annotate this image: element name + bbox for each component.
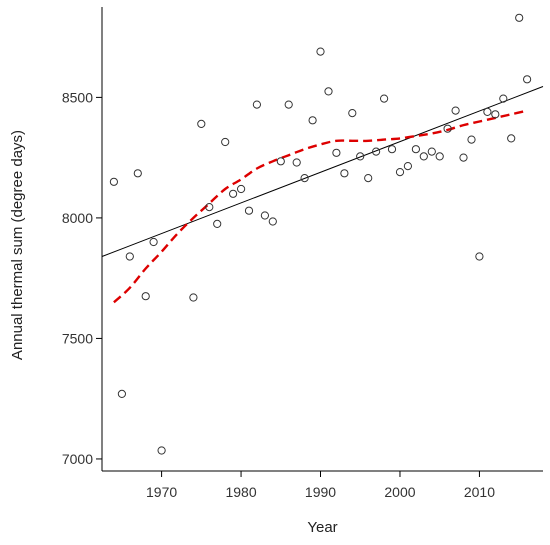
y-axis-title: Annual thermal sum (degree days): [9, 130, 26, 360]
x-axis-title: Year: [307, 519, 337, 536]
data-point: [419, 152, 428, 161]
data-point: [117, 389, 127, 398]
data-point: [244, 206, 254, 215]
smooth-trend-layer: [113, 109, 528, 304]
x-tick-label: 2010: [464, 484, 495, 500]
data-point: [189, 293, 198, 302]
data-point: [260, 211, 269, 220]
data-point: [451, 106, 460, 115]
data-point: [467, 135, 476, 144]
data-point: [316, 47, 325, 56]
data-point: [411, 145, 420, 154]
data-point: [276, 157, 285, 166]
data-point: [252, 100, 261, 109]
data-point: [149, 237, 158, 247]
linear-trend-line: [101, 86, 544, 257]
data-point: [268, 217, 277, 226]
data-points-layer: [109, 13, 532, 455]
x-tick-label: 2000: [384, 484, 415, 500]
axes: 7000 7500 8000 8500 1970 1980 1990 2000 2010: [62, 7, 543, 500]
data-point: [475, 252, 484, 261]
data-point: [332, 148, 341, 157]
data-point: [221, 137, 230, 147]
data-point: [340, 169, 349, 178]
data-point: [395, 168, 405, 177]
data-point: [523, 75, 532, 84]
data-point: [324, 87, 333, 96]
data-point: [372, 147, 381, 156]
data-point: [364, 174, 373, 183]
linear-trend-layer: [101, 86, 544, 257]
data-point: [443, 124, 452, 133]
data-point: [403, 162, 412, 171]
data-point: [380, 94, 389, 103]
x-tick-label: 1990: [305, 484, 336, 500]
data-point: [213, 219, 222, 228]
y-tick-label: 7000: [62, 451, 93, 467]
data-point: [292, 158, 301, 167]
data-point: [141, 292, 150, 301]
data-point: [284, 100, 293, 109]
y-tick-label: 7500: [62, 330, 93, 346]
data-point: [237, 184, 246, 194]
data-point: [435, 152, 444, 161]
data-point: [515, 13, 524, 22]
y-tick-label: 8000: [62, 210, 93, 226]
data-point: [507, 134, 516, 143]
data-point: [427, 147, 436, 156]
data-point: [197, 119, 206, 129]
data-point: [356, 152, 365, 161]
x-tick-label: 1970: [146, 484, 177, 500]
data-point: [499, 94, 508, 103]
y-tick-label: 8500: [62, 89, 93, 105]
data-point: [308, 116, 317, 125]
data-point: [348, 109, 357, 118]
data-point: [205, 203, 214, 212]
data-point: [387, 145, 397, 154]
data-point: [229, 189, 238, 198]
data-point: [109, 177, 119, 186]
data-point: [491, 110, 500, 119]
data-point: [483, 107, 492, 117]
data-point: [300, 174, 309, 183]
data-point: [133, 169, 142, 178]
smooth-trend-line: [113, 109, 528, 304]
data-point: [459, 153, 468, 162]
data-point: [157, 446, 166, 455]
x-tick-label: 1980: [225, 484, 256, 500]
data-point: [125, 252, 134, 261]
